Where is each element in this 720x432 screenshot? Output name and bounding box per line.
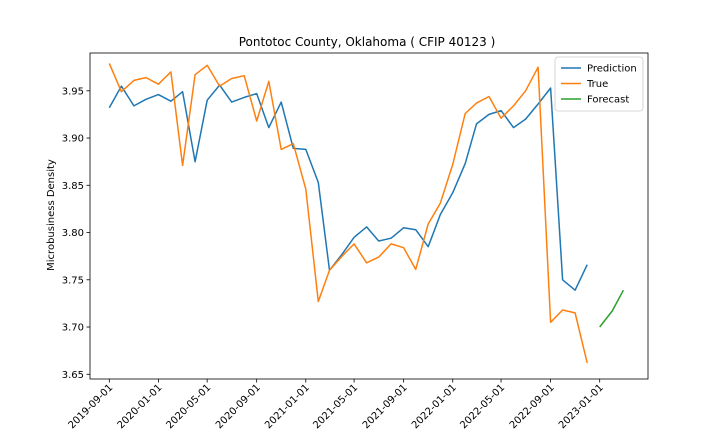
- y-tick-label: 3.90: [62, 134, 84, 145]
- y-tick-label: 3.85: [62, 181, 84, 192]
- legend: Prediction True Forecast: [554, 56, 644, 112]
- y-tick-label: 3.80: [62, 228, 84, 239]
- series-line-prediction: [108, 84, 588, 291]
- y-tick-label: 3.75: [62, 275, 84, 286]
- y-axis-title: Microbusiness Density: [46, 159, 57, 271]
- legend-label-prediction: Prediction: [587, 64, 637, 75]
- legend-box: [554, 56, 644, 112]
- series-line-true: [108, 63, 588, 364]
- plot-area: [108, 63, 625, 364]
- legend-label-forecast: Forecast: [587, 95, 629, 106]
- y-tick-label: 3.95: [62, 86, 84, 97]
- axes-frame: [89, 52, 649, 380]
- legend-label-true: True: [586, 79, 608, 90]
- y-tick-label: 3.70: [62, 323, 84, 334]
- y-tick-label: 3.65: [62, 370, 84, 381]
- series-line-forecast: [599, 289, 625, 328]
- chart-title: Pontotoc County, Oklahoma ( CFIP 40123 ): [239, 35, 496, 49]
